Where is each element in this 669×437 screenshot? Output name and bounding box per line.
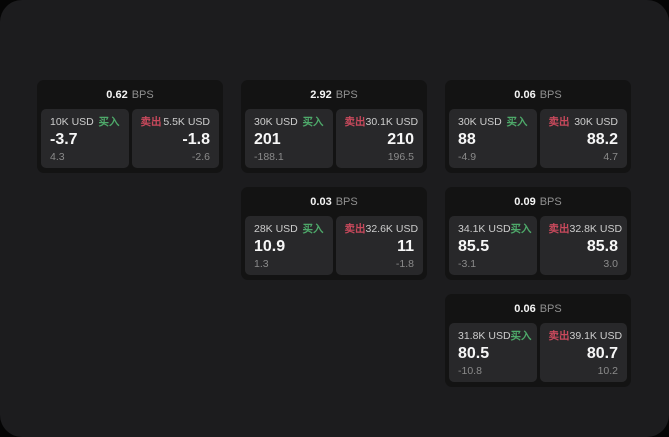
sell-notional: 32.6K USD — [365, 223, 419, 235]
bps-unit-label: BPS — [335, 196, 358, 208]
buy-side-label: 买入 — [506, 116, 528, 128]
sell-sub-value: 10.2 — [597, 364, 618, 377]
bps-value: 0.06 — [514, 89, 536, 101]
buy-side-label: 买入 — [510, 223, 532, 235]
buy-tile[interactable]: 10K USD 买入 -3.7 4.3 — [41, 109, 129, 168]
buy-notional: 30K USD — [254, 116, 298, 128]
quote-card-grid: 0.62 BPS 10K USD 买入 -3.7 4.3 卖出 5.5K USD — [37, 80, 631, 387]
buy-notional: 30K USD — [458, 116, 502, 128]
sell-tile[interactable]: 卖出 30.1K USD 210 196.5 — [335, 109, 423, 168]
bps-value: 2.92 — [310, 89, 332, 101]
sell-notional: 30K USD — [574, 116, 618, 128]
sell-side-label: 卖出 — [548, 223, 570, 235]
bps-header: 0.62 BPS — [37, 80, 223, 108]
sell-price: 210 — [387, 130, 414, 148]
sell-tile[interactable]: 卖出 32.8K USD 85.8 3.0 — [539, 216, 627, 275]
sell-tile[interactable]: 卖出 32.6K USD 11 -1.8 — [335, 216, 423, 275]
buy-price: 88 — [458, 130, 476, 148]
bps-value: 0.62 — [106, 89, 128, 101]
buy-notional: 34.1K USD — [458, 223, 511, 235]
sell-side-label: 卖出 — [140, 116, 162, 128]
quote-tiles: 30K USD 买入 201 -188.1 卖出 30.1K USD 210 1… — [241, 108, 427, 173]
sell-sub-value: -1.8 — [395, 257, 414, 270]
sell-tile[interactable]: 卖出 5.5K USD -1.8 -2.6 — [131, 109, 219, 168]
bps-unit-label: BPS — [131, 89, 154, 101]
buy-sub-value: -3.1 — [458, 257, 477, 270]
buy-sub-value: -4.9 — [458, 150, 477, 163]
buy-price: 201 — [254, 130, 281, 148]
bps-unit-label: BPS — [539, 89, 562, 101]
bps-value: 0.09 — [514, 196, 536, 208]
buy-notional: 31.8K USD — [458, 330, 511, 342]
sell-price: 11 — [397, 237, 414, 255]
bps-unit-label: BPS — [539, 196, 562, 208]
bps-header: 0.09 BPS — [445, 187, 631, 215]
sell-sub-value: 196.5 — [387, 150, 414, 163]
bps-header: 0.06 BPS — [445, 80, 631, 108]
buy-sub-value: -188.1 — [254, 150, 284, 163]
buy-price: -3.7 — [50, 130, 78, 148]
sell-sub-value: -2.6 — [191, 150, 210, 163]
sell-side-label: 卖出 — [548, 116, 570, 128]
buy-price: 85.5 — [458, 237, 490, 255]
buy-notional: 10K USD — [50, 116, 94, 128]
sell-sub-value: 4.7 — [603, 150, 618, 163]
sell-notional: 5.5K USD — [163, 116, 210, 128]
bps-unit-label: BPS — [335, 89, 358, 101]
quote-tiles: 31.8K USD 买入 80.5 -10.8 卖出 39.1K USD 80.… — [445, 322, 631, 387]
quote-card-5: 0.09 BPS 34.1K USD 买入 85.5 -3.1 卖出 32.8K… — [445, 187, 631, 280]
buy-side-label: 买入 — [98, 116, 120, 128]
bps-header: 0.03 BPS — [241, 187, 427, 215]
sell-side-label: 卖出 — [344, 116, 366, 128]
bps-header: 0.06 BPS — [445, 294, 631, 322]
quote-card-2: 2.92 BPS 30K USD 买入 201 -188.1 卖出 30.1K … — [241, 80, 427, 173]
quote-card-6: 0.06 BPS 31.8K USD 买入 80.5 -10.8 卖出 39.1… — [445, 294, 631, 387]
sell-price: 88.2 — [586, 130, 618, 148]
buy-side-label: 买入 — [302, 223, 324, 235]
bps-unit-label: BPS — [539, 303, 562, 315]
buy-notional: 28K USD — [254, 223, 298, 235]
bps-value: 0.03 — [310, 196, 332, 208]
quote-tiles: 30K USD 买入 88 -4.9 卖出 30K USD 88.2 4.7 — [445, 108, 631, 173]
buy-price: 10.9 — [254, 237, 286, 255]
buy-sub-value: 1.3 — [254, 257, 269, 270]
buy-tile[interactable]: 34.1K USD 买入 85.5 -3.1 — [449, 216, 537, 275]
sell-tile[interactable]: 卖出 30K USD 88.2 4.7 — [539, 109, 627, 168]
buy-price: 80.5 — [458, 344, 490, 362]
sell-tile[interactable]: 卖出 39.1K USD 80.7 10.2 — [539, 323, 627, 382]
quote-card-3: 0.06 BPS 30K USD 买入 88 -4.9 卖出 30K USD — [445, 80, 631, 173]
quote-tiles: 28K USD 买入 10.9 1.3 卖出 32.6K USD 11 -1.8 — [241, 215, 427, 280]
sell-notional: 30.1K USD — [365, 116, 419, 128]
bps-header: 2.92 BPS — [241, 80, 427, 108]
buy-side-label: 买入 — [302, 116, 324, 128]
buy-tile[interactable]: 30K USD 买入 88 -4.9 — [449, 109, 537, 168]
sell-price: 85.8 — [586, 237, 618, 255]
quote-card-4: 0.03 BPS 28K USD 买入 10.9 1.3 卖出 32.6K US… — [241, 187, 427, 280]
quote-tiles: 34.1K USD 买入 85.5 -3.1 卖出 32.8K USD 85.8… — [445, 215, 631, 280]
buy-side-label: 买入 — [510, 330, 532, 342]
buy-sub-value: 4.3 — [50, 150, 65, 163]
sell-notional: 32.8K USD — [569, 223, 623, 235]
buy-tile[interactable]: 28K USD 买入 10.9 1.3 — [245, 216, 333, 275]
sell-side-label: 卖出 — [548, 330, 570, 342]
sell-price: -1.8 — [182, 130, 210, 148]
sell-side-label: 卖出 — [344, 223, 366, 235]
buy-tile[interactable]: 30K USD 买入 201 -188.1 — [245, 109, 333, 168]
sell-price: 80.7 — [586, 344, 618, 362]
buy-tile[interactable]: 31.8K USD 买入 80.5 -10.8 — [449, 323, 537, 382]
sell-sub-value: 3.0 — [603, 257, 618, 270]
bps-value: 0.06 — [514, 303, 536, 315]
quote-card-1: 0.62 BPS 10K USD 买入 -3.7 4.3 卖出 5.5K USD — [37, 80, 223, 173]
sell-notional: 39.1K USD — [569, 330, 623, 342]
quote-tiles: 10K USD 买入 -3.7 4.3 卖出 5.5K USD -1.8 -2.… — [37, 108, 223, 173]
buy-sub-value: -10.8 — [458, 364, 482, 377]
